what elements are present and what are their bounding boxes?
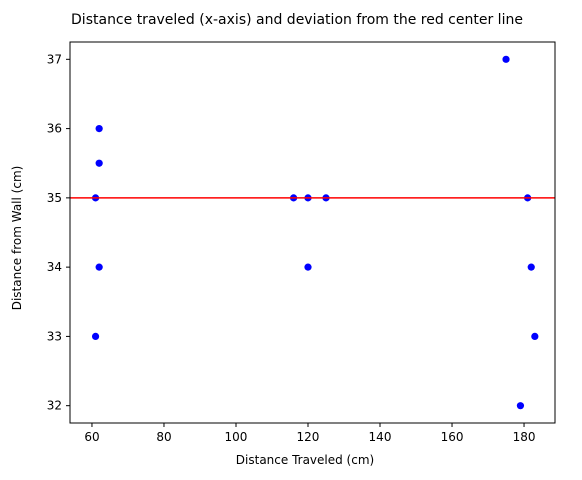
x-tick-label: 60: [84, 430, 99, 444]
data-point: [516, 402, 525, 410]
y-tick-label: 34: [47, 260, 62, 274]
y-tick-label: 33: [47, 329, 62, 343]
data-point: [95, 124, 103, 133]
x-tick-label: 180: [513, 430, 536, 444]
data-point: [91, 332, 100, 341]
y-axis-label: Distance from Wall (cm): [10, 166, 24, 311]
plot-area: 60 80 100 120 140 160 180 32 33 34 35 36 37: [47, 41, 556, 444]
data-point: [95, 159, 103, 167]
x-tick-label: 80: [156, 430, 171, 444]
y-tick-label: 37: [47, 52, 62, 66]
y-tick-label: 32: [47, 399, 62, 413]
x-tick-label: 140: [369, 430, 392, 444]
data-point: [95, 263, 103, 271]
data-point: [304, 263, 312, 271]
y-tick-label: 35: [47, 191, 62, 205]
x-tick-label: 100: [225, 430, 248, 444]
x-tick-label: 120: [297, 430, 320, 444]
x-axis-label: Distance Traveled (cm): [236, 453, 374, 467]
data-point: [502, 55, 510, 63]
y-tick-label: 36: [47, 122, 62, 136]
plot-frame: [69, 41, 556, 424]
chart-title: Distance traveled (x-axis) and deviation…: [71, 12, 523, 28]
data-point: [531, 332, 539, 341]
data-point: [527, 263, 535, 271]
x-tick-label: 160: [441, 430, 464, 444]
